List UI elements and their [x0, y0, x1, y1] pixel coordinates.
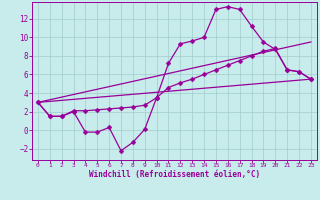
- X-axis label: Windchill (Refroidissement éolien,°C): Windchill (Refroidissement éolien,°C): [89, 170, 260, 179]
